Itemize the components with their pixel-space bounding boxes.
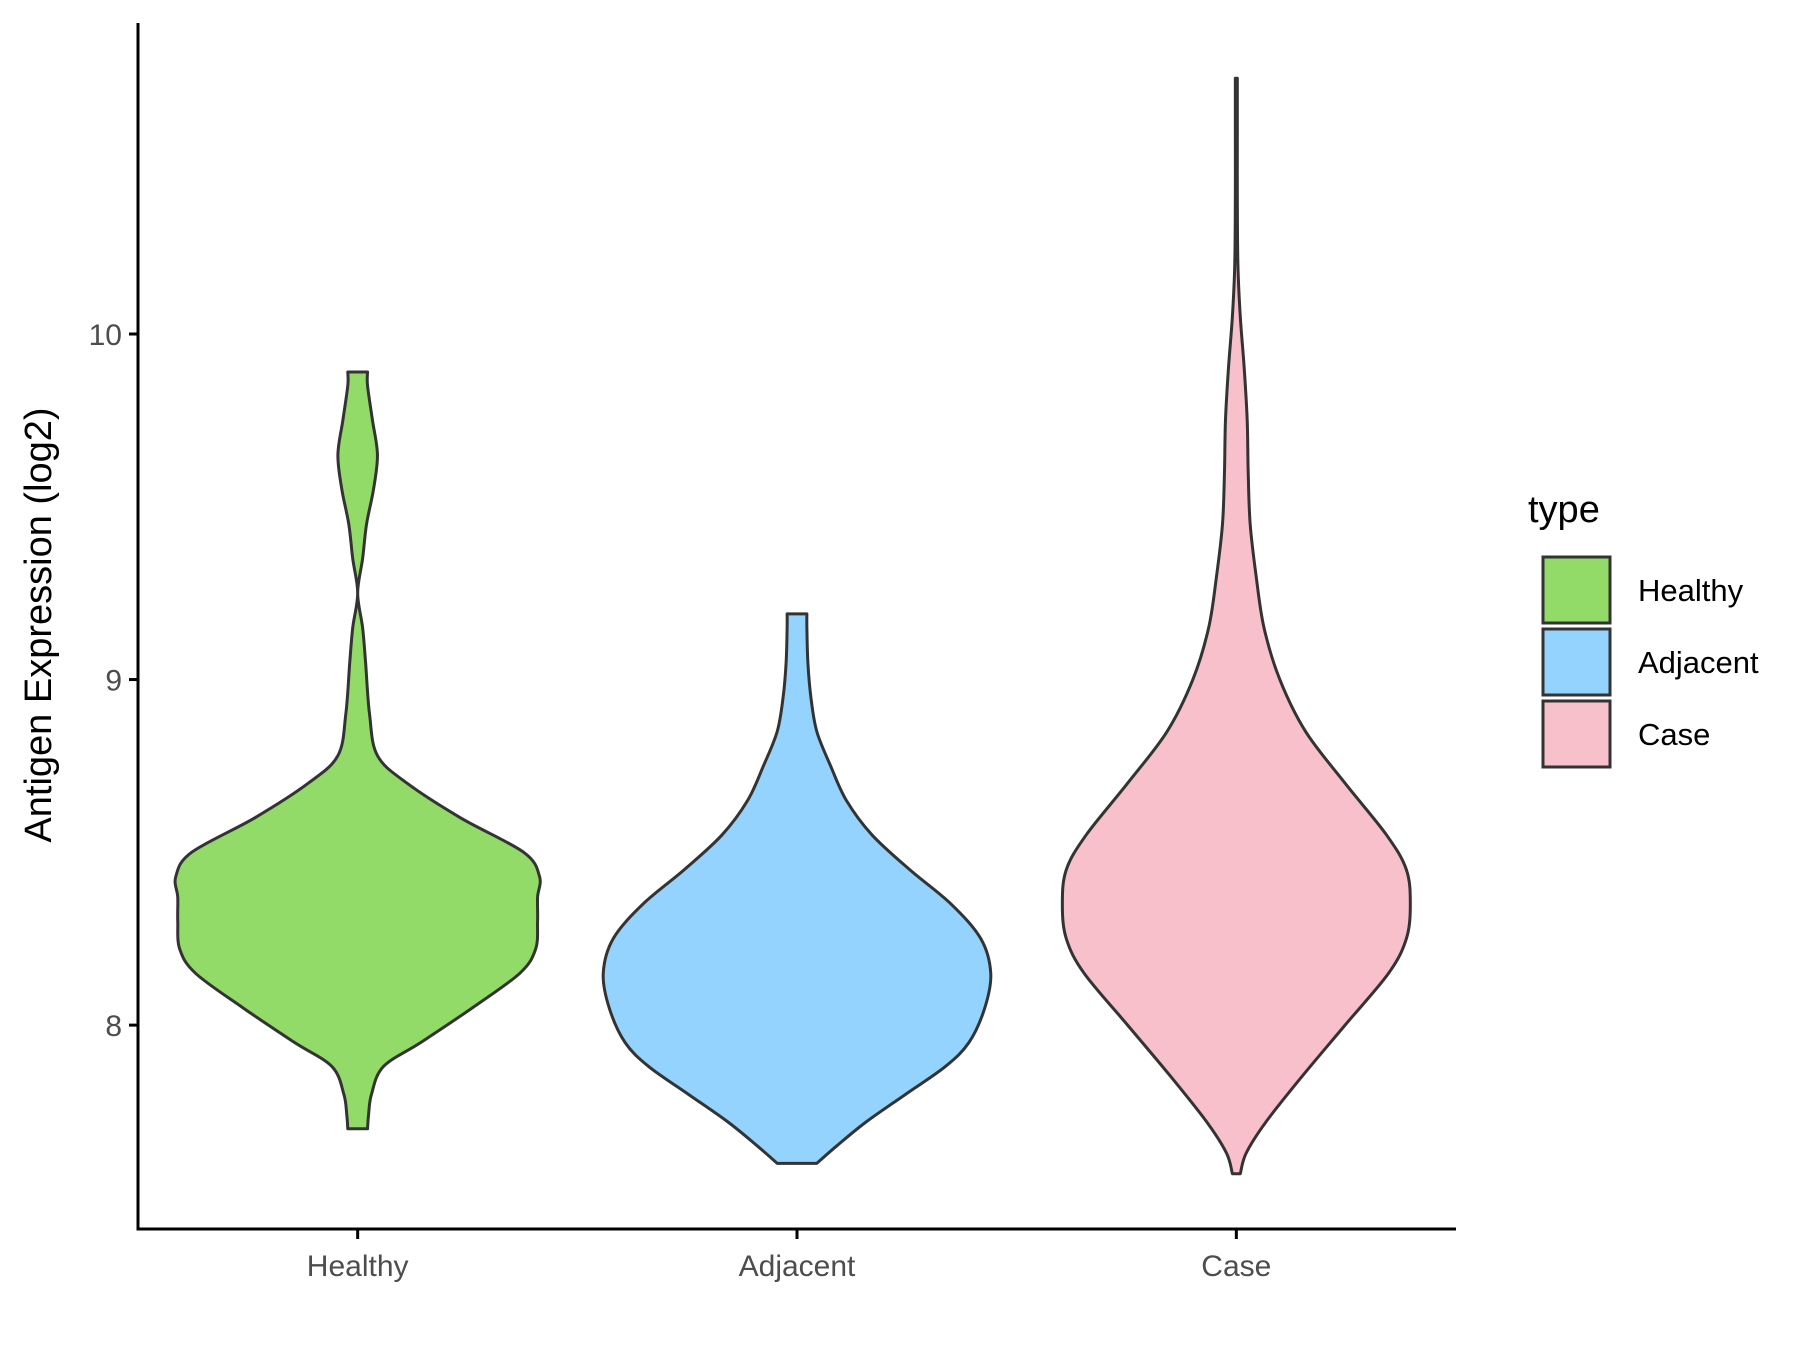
violins <box>173 76 1412 1176</box>
violin-healthy <box>173 370 542 1131</box>
legend-entries: Healthy Adjacent Case <box>1541 555 1759 769</box>
y-tick-label: 8 <box>105 1010 122 1043</box>
violin-adjacent <box>601 612 993 1165</box>
y-ticks: 8 9 10 <box>89 319 138 1043</box>
x-ticks: Healthy Adjacent Case <box>307 1229 1271 1283</box>
legend-title: type <box>1528 489 1600 531</box>
x-tick-label: Case <box>1201 1250 1271 1283</box>
legend: type Healthy Adjacent Case <box>1528 489 1759 769</box>
legend-label-adjacent: Adjacent <box>1638 645 1759 680</box>
y-axis-title: Antigen Expression (log2) <box>18 407 60 842</box>
legend-label-case: Case <box>1638 717 1710 752</box>
legend-label-healthy: Healthy <box>1638 573 1744 608</box>
x-tick-label: Healthy <box>307 1250 409 1283</box>
x-tick-label: Adjacent <box>739 1250 856 1283</box>
legend-key-case <box>1541 699 1612 769</box>
violin-case <box>1060 76 1412 1176</box>
y-tick-label: 9 <box>105 665 122 698</box>
legend-key-adjacent <box>1541 627 1612 697</box>
y-tick-label: 10 <box>89 319 122 352</box>
legend-key-healthy <box>1541 555 1612 625</box>
